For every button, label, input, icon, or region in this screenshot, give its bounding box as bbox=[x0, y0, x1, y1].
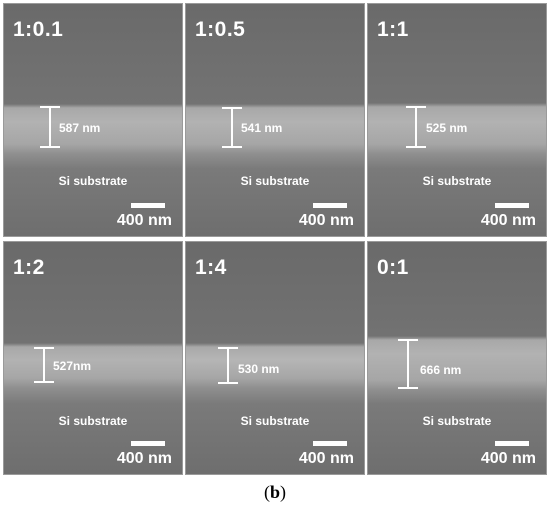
scale-bar-label: 400 nm bbox=[480, 450, 536, 467]
scale-bar bbox=[131, 441, 165, 446]
figure-caption: (b) bbox=[0, 482, 550, 503]
scale-bar-label: 400 nm bbox=[116, 450, 172, 467]
sem-panel-6: 0:1 666 nm Si substrate 400 nm bbox=[367, 241, 547, 475]
sem-micrograph bbox=[186, 4, 364, 236]
thickness-value: 530 nm bbox=[238, 362, 280, 376]
thickness-bracket bbox=[34, 347, 54, 383]
substrate-label: Si substrate bbox=[58, 174, 128, 188]
ratio-label: 1:0.5 bbox=[195, 18, 246, 41]
thickness-value: 666 nm bbox=[420, 363, 462, 377]
thickness-value: 541 nm bbox=[241, 121, 283, 135]
thickness-value: 527nm bbox=[53, 359, 92, 373]
thickness-value: 587 nm bbox=[59, 121, 101, 135]
scale-bar-label: 400 nm bbox=[116, 212, 172, 229]
ratio-label: 1:0.1 bbox=[13, 18, 64, 41]
ratio-label: 1:4 bbox=[195, 256, 227, 279]
caption-close-paren: ) bbox=[280, 482, 286, 502]
caption-letter: b bbox=[269, 482, 280, 502]
sem-panel-2: 1:0.5 541 nm Si substrate 400 nm bbox=[185, 3, 365, 237]
thickness-bracket bbox=[398, 339, 418, 389]
thickness-bracket bbox=[406, 106, 426, 148]
sem-micrograph bbox=[368, 4, 546, 236]
substrate-label: Si substrate bbox=[422, 174, 492, 188]
thickness-bracket bbox=[222, 107, 242, 148]
thickness-value: 525 nm bbox=[426, 121, 468, 135]
substrate-label: Si substrate bbox=[58, 414, 128, 428]
scale-bar-label: 400 nm bbox=[480, 212, 536, 229]
scale-bar-label: 400 nm bbox=[298, 212, 354, 229]
sem-panel-3: 1:1 525 nm Si substrate 400 nm bbox=[367, 3, 547, 237]
ratio-label: 0:1 bbox=[377, 256, 409, 279]
scale-bar bbox=[313, 441, 347, 446]
scale-bar bbox=[131, 203, 165, 208]
caption-open-paren: ( bbox=[263, 482, 270, 502]
thickness-bracket bbox=[218, 347, 238, 384]
scale-bar bbox=[495, 441, 529, 446]
sem-micrograph bbox=[186, 242, 364, 474]
sem-micrograph bbox=[4, 4, 182, 236]
sem-panel-4: 1:2 527nm Si substrate 400 nm bbox=[3, 241, 183, 475]
scale-bar bbox=[495, 203, 529, 208]
ratio-label: 1:1 bbox=[377, 18, 409, 41]
substrate-label: Si substrate bbox=[240, 414, 310, 428]
substrate-label: Si substrate bbox=[422, 414, 492, 428]
ratio-label: 1:2 bbox=[13, 256, 45, 279]
scale-bar-label: 400 nm bbox=[298, 450, 354, 467]
sem-panel-5: 1:4 530 nm Si substrate 400 nm bbox=[185, 241, 365, 475]
thickness-bracket bbox=[40, 106, 60, 148]
scale-bar bbox=[313, 203, 347, 208]
sem-micrograph bbox=[4, 242, 182, 474]
sem-panel-1: 1:0.1 587 nm Si substrate 400 nm bbox=[3, 3, 183, 237]
substrate-label: Si substrate bbox=[240, 174, 310, 188]
sem-micrograph bbox=[368, 242, 546, 474]
